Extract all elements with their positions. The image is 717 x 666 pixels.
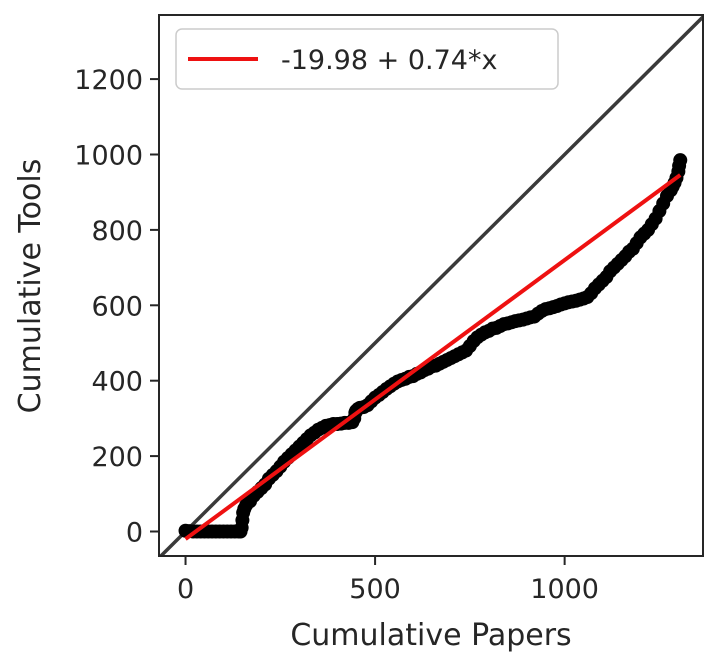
legend-box [175, 28, 559, 90]
x-axis: 0 500 1000 [177, 556, 599, 605]
fit-line-layer [184, 173, 682, 541]
y-tick-label: 200 [91, 442, 143, 473]
y-tick-label: 400 [91, 367, 143, 398]
y-tick-label: 600 [91, 291, 143, 322]
y-axis: 0 200 400 600 800 1000 1200 [74, 65, 159, 548]
data-point [673, 153, 688, 168]
x-axis-label: Cumulative Papers [290, 618, 571, 653]
legend: -19.98 + 0.74*x [175, 28, 559, 90]
fit-line [184, 173, 682, 541]
plot-area [159, 15, 703, 556]
x-tick-label: 0 [177, 574, 194, 605]
plot-frame [158, 14, 704, 557]
y-tick-label: 0 [126, 517, 143, 548]
data-points-layer [178, 153, 688, 539]
legend-entry-fit: -19.98 + 0.74*x [281, 45, 497, 76]
identity-line [159, 15, 703, 556]
y-tick-label: 1000 [74, 140, 143, 171]
x-tick-label: 500 [349, 574, 401, 605]
y-axis-label: Cumulative Tools [13, 159, 48, 414]
y-tick-label: 800 [91, 216, 143, 247]
identity-line-layer [159, 15, 703, 556]
y-tick-label: 1200 [74, 65, 143, 96]
x-tick-label: 1000 [530, 574, 599, 605]
